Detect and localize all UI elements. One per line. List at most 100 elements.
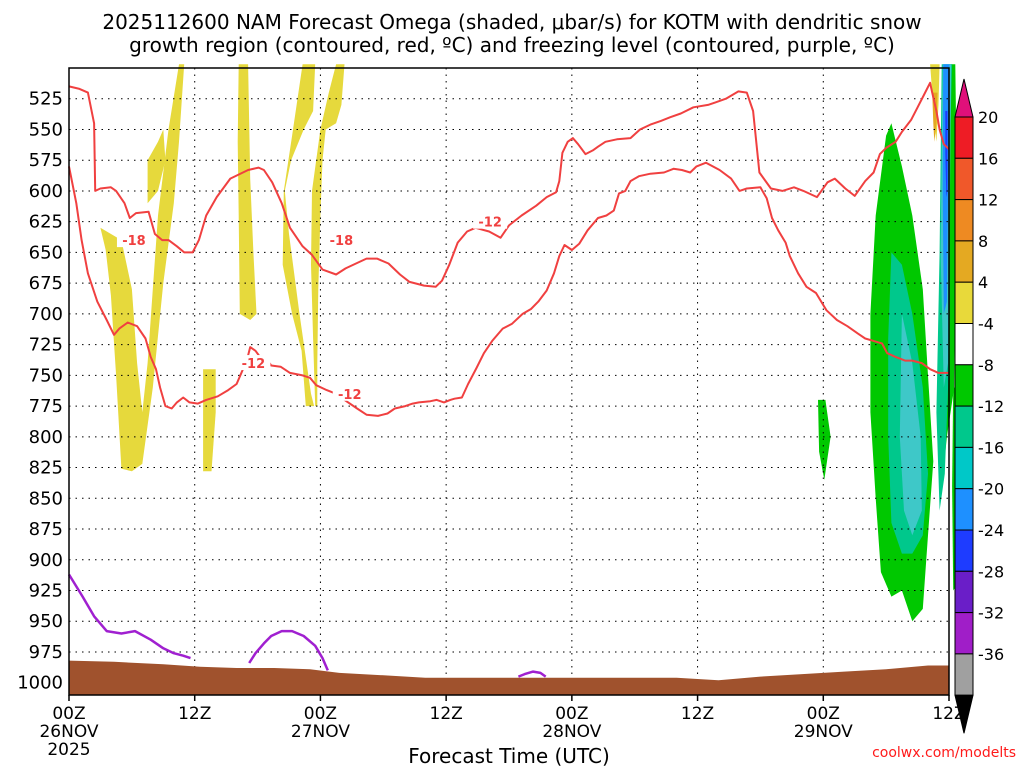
x-tick-label: 29NOV bbox=[794, 722, 853, 742]
y-tick-label: 675 bbox=[29, 273, 63, 294]
colorbar-swatch bbox=[954, 529, 974, 572]
contour-label-bg bbox=[332, 385, 367, 401]
colorbar-label: 8 bbox=[978, 232, 988, 251]
ground-surface bbox=[69, 660, 949, 695]
y-tick-label: 700 bbox=[29, 304, 63, 325]
colorbar-bottom-arrow bbox=[954, 694, 974, 734]
colorbar-label: 20 bbox=[978, 108, 998, 127]
contour-label-bg bbox=[324, 232, 359, 248]
colorbar-swatch bbox=[954, 405, 974, 448]
contour-label: -18 bbox=[122, 234, 146, 249]
x-tick-label: 12Z bbox=[430, 704, 463, 724]
x-tick-label: 26NOV bbox=[39, 722, 98, 742]
colorbar-swatch bbox=[954, 653, 974, 696]
omega-region-gold bbox=[932, 92, 938, 142]
chart-title-line-2: growth region (contoured, red, ºC) and f… bbox=[129, 33, 895, 57]
colorbar-label: 4 bbox=[978, 273, 988, 292]
y-tick-label: 600 bbox=[29, 181, 63, 202]
y-tick-label: 650 bbox=[29, 242, 63, 263]
omega-region-darkblue bbox=[945, 111, 948, 198]
colorbar-swatch bbox=[954, 364, 974, 407]
omega-region-yellow bbox=[311, 64, 345, 407]
y-tick-label: 950 bbox=[29, 611, 63, 632]
colorbar-swatch bbox=[954, 323, 974, 366]
x-axis-label: Forecast Time (UTC) bbox=[408, 744, 610, 768]
colorbar: 20 16 12 8 4 -4 -8 -12 -16 -20 -24 -28 -32 -36 bbox=[954, 78, 1004, 734]
colorbar-label: -24 bbox=[978, 521, 1004, 540]
colorbar-label: 16 bbox=[978, 149, 998, 168]
colorbar-label: -8 bbox=[978, 356, 994, 375]
colorbar-swatch bbox=[954, 157, 974, 201]
colorbar-swatch bbox=[954, 488, 974, 531]
colorbar-swatch bbox=[954, 116, 974, 159]
freezing-level-line bbox=[248, 629, 329, 671]
contour-label: -12 bbox=[242, 357, 266, 372]
omega-region-yellow bbox=[147, 129, 166, 204]
y-tick-label: 625 bbox=[29, 212, 63, 233]
gridlines bbox=[68, 68, 950, 695]
colorbar-label: -28 bbox=[978, 562, 1004, 581]
x-tick-label: 12Z bbox=[681, 704, 714, 724]
y-tick-label: 725 bbox=[29, 335, 63, 356]
contour-label-bg bbox=[473, 213, 508, 229]
freezing-level-line bbox=[67, 573, 191, 660]
y-tick-label: 750 bbox=[29, 365, 63, 386]
colorbar-swatch bbox=[954, 570, 974, 614]
y-tick-label: 975 bbox=[29, 642, 63, 663]
colorbar-label: 12 bbox=[978, 191, 998, 210]
x-tick-label: 00Z bbox=[555, 704, 588, 724]
dendritic-contours: -18 -18 -12 -12 -12 bbox=[68, 81, 950, 417]
chart-title-line-1: 2025112600 NAM Forecast Omega (shaded, μ… bbox=[102, 10, 922, 34]
contour-label: -12 bbox=[478, 216, 502, 231]
y-tick-label: 775 bbox=[29, 396, 63, 417]
credit-text: coolwx.com/modelts bbox=[872, 745, 1016, 761]
x-tick-label: 00Z bbox=[807, 704, 840, 724]
x-tick-label: 28NOV bbox=[542, 722, 601, 742]
colorbar-label: -4 bbox=[978, 315, 994, 334]
colorbar-label: -36 bbox=[978, 645, 1004, 664]
x-tick-label: 12Z bbox=[932, 704, 965, 724]
omega-region-yellow bbox=[282, 64, 316, 407]
colorbar-label: -12 bbox=[978, 397, 1004, 416]
omega-region-yellow bbox=[237, 64, 257, 320]
y-tick-label: 575 bbox=[29, 150, 63, 171]
freezing-level-contours bbox=[67, 573, 547, 678]
contour-label: -12 bbox=[338, 388, 362, 403]
x-tick-label: 00Z bbox=[52, 704, 85, 724]
axes: 525 550 575 600 625 650 675 700 725 750 775 800 825 8… bbox=[17, 89, 965, 768]
colorbar-top-arrow bbox=[954, 78, 974, 118]
colorbar-label: -32 bbox=[978, 604, 1004, 623]
contour-label: -18 bbox=[330, 234, 354, 249]
freezing-level-line bbox=[517, 670, 547, 678]
y-tick-label: 875 bbox=[29, 519, 63, 540]
y-tick-label: 900 bbox=[29, 550, 63, 571]
x-tick-label: 2025 bbox=[47, 740, 90, 760]
colorbar-swatch bbox=[954, 281, 974, 325]
plot-border bbox=[68, 67, 950, 696]
colorbar-label: -16 bbox=[978, 438, 1004, 457]
y-tick-label: 925 bbox=[29, 581, 63, 602]
omega-shading bbox=[100, 64, 958, 622]
omega-region-blue bbox=[942, 64, 950, 314]
omega-region-yellow bbox=[203, 369, 216, 472]
colorbar-swatch bbox=[954, 446, 974, 490]
omega-region-cyan bbox=[899, 313, 922, 536]
x-tick-label: 27NOV bbox=[291, 722, 350, 742]
colorbar-label: -20 bbox=[978, 480, 1004, 499]
y-tick-label: 850 bbox=[29, 488, 63, 509]
colorbar-swatch bbox=[954, 612, 974, 655]
ground-fill bbox=[69, 660, 949, 695]
contour-line bbox=[68, 81, 950, 288]
x-tick-label: 00Z bbox=[304, 704, 337, 724]
contour-label-bg bbox=[116, 232, 151, 248]
y-tick-label: 1000 bbox=[17, 673, 63, 694]
y-tick-label: 550 bbox=[29, 119, 63, 140]
contour-line bbox=[68, 161, 949, 417]
contour-label-bg bbox=[236, 355, 271, 371]
x-tick-label: 12Z bbox=[178, 704, 211, 724]
y-tick-label: 800 bbox=[29, 427, 63, 448]
omega-region-green bbox=[818, 399, 831, 480]
colorbar-swatch bbox=[954, 240, 974, 283]
colorbar-swatch bbox=[954, 199, 974, 242]
